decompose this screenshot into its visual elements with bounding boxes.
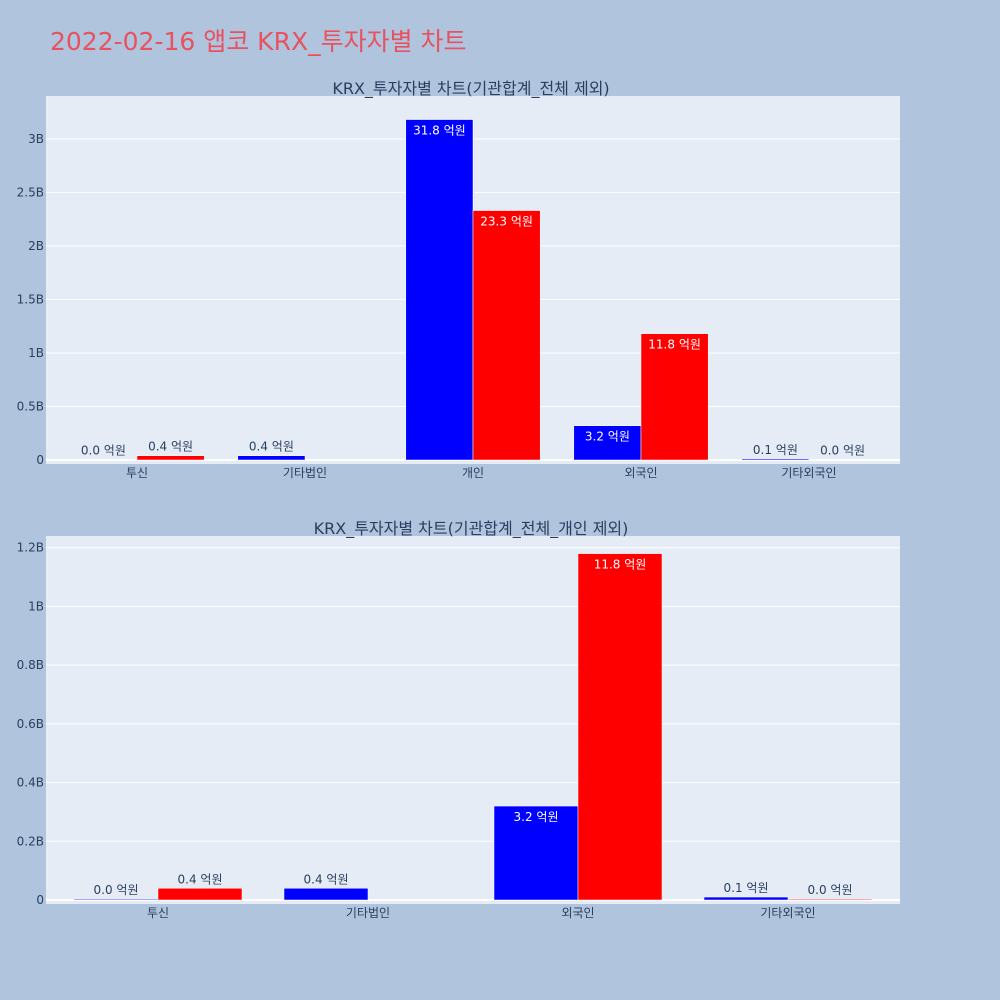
- bar: [640, 333, 709, 461]
- bar: [237, 455, 306, 461]
- y-tick-label: 0: [36, 893, 44, 907]
- chart-1: 0 0.5B 1B 1.5B 2B 2.5B 3B KRX_투자자별 차트(기관합계_전체 제…: [17, 79, 900, 480]
- bar: [283, 888, 369, 901]
- data-label: 11.8 억원: [594, 558, 647, 572]
- y-tick-label: 2B: [28, 239, 44, 253]
- data-label: 11.8 억원: [648, 338, 701, 352]
- bar: [405, 119, 474, 461]
- y-tick-label: 2.5B: [17, 185, 44, 199]
- data-label: 0.0 억원: [81, 444, 126, 458]
- bar: [787, 898, 873, 901]
- data-label: 0.4 억원: [178, 872, 223, 886]
- y-tick-label: 0: [36, 453, 44, 467]
- data-label: 0.4 억원: [148, 440, 193, 454]
- y-tick-label: 0.4B: [17, 776, 44, 790]
- x-tick-label: 투신: [147, 906, 169, 920]
- x-tick-label: 개인: [462, 466, 484, 480]
- bar: [573, 425, 642, 461]
- data-label: 3.2 억원: [514, 810, 559, 824]
- x-tick-label: 기타외국인: [781, 466, 836, 480]
- data-label: 0.0 억원: [808, 883, 853, 897]
- bar: [577, 553, 663, 901]
- x-tick-label: 외국인: [624, 466, 657, 480]
- bar: [741, 458, 810, 461]
- plot-area: [46, 536, 900, 904]
- data-label: 0.4 억원: [249, 440, 294, 454]
- chart-title: KRX_투자자별 차트(기관합계_전체 제외): [332, 79, 609, 99]
- data-label: 0.4 억원: [304, 872, 349, 886]
- data-label: 31.8 억원: [413, 124, 466, 138]
- bar: [472, 210, 541, 461]
- chart-title: KRX_투자자별 차트(기관합계_전체_개인 제외): [314, 519, 629, 539]
- y-tick-label: 1.2B: [17, 541, 44, 555]
- y-tick-label: 0.8B: [17, 658, 44, 672]
- y-tick-label: 0.5B: [17, 399, 44, 413]
- bar: [157, 888, 243, 901]
- y-tick-label: 0.6B: [17, 717, 44, 731]
- x-tick-label: 외국인: [561, 906, 594, 920]
- data-label: 3.2 억원: [585, 430, 630, 444]
- data-label: 0.0 억원: [94, 883, 139, 897]
- x-tick-label: 기타외국인: [760, 906, 815, 920]
- data-label: 23.3 억원: [480, 215, 533, 229]
- data-label: 0.1 억원: [724, 881, 769, 895]
- bar: [136, 455, 205, 461]
- x-tick-label: 기타법인: [283, 466, 327, 480]
- y-tick-label: 1.5B: [17, 292, 44, 306]
- data-label: 0.0 억원: [820, 444, 865, 458]
- y-tick-label: 1B: [28, 346, 44, 360]
- bar: [493, 805, 579, 901]
- chart-2: 0 0.2B 0.4B 0.6B 0.8B 1B 1.2B KRX_투자자별 차트(기관합계_…: [17, 519, 900, 920]
- y-tick-label: 0.2B: [17, 834, 44, 848]
- y-tick-label: 1B: [28, 599, 44, 613]
- data-label: 0.1 억원: [753, 443, 798, 457]
- page-title: 2022-02-16 앱코 KRX_투자자별 차트: [50, 27, 467, 56]
- y-tick-label: 3B: [28, 132, 44, 146]
- bar: [703, 896, 789, 901]
- x-tick-label: 기타법인: [346, 906, 390, 920]
- bar: [73, 898, 159, 901]
- x-tick-label: 투신: [126, 466, 148, 480]
